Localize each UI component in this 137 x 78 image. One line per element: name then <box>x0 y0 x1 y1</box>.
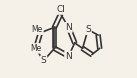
Text: N: N <box>65 23 72 32</box>
Text: S: S <box>41 56 46 65</box>
Text: S: S <box>85 25 91 34</box>
Text: N: N <box>65 52 72 61</box>
Text: Me: Me <box>32 25 43 34</box>
Text: Me: Me <box>30 44 41 53</box>
Text: Cl: Cl <box>56 5 65 14</box>
